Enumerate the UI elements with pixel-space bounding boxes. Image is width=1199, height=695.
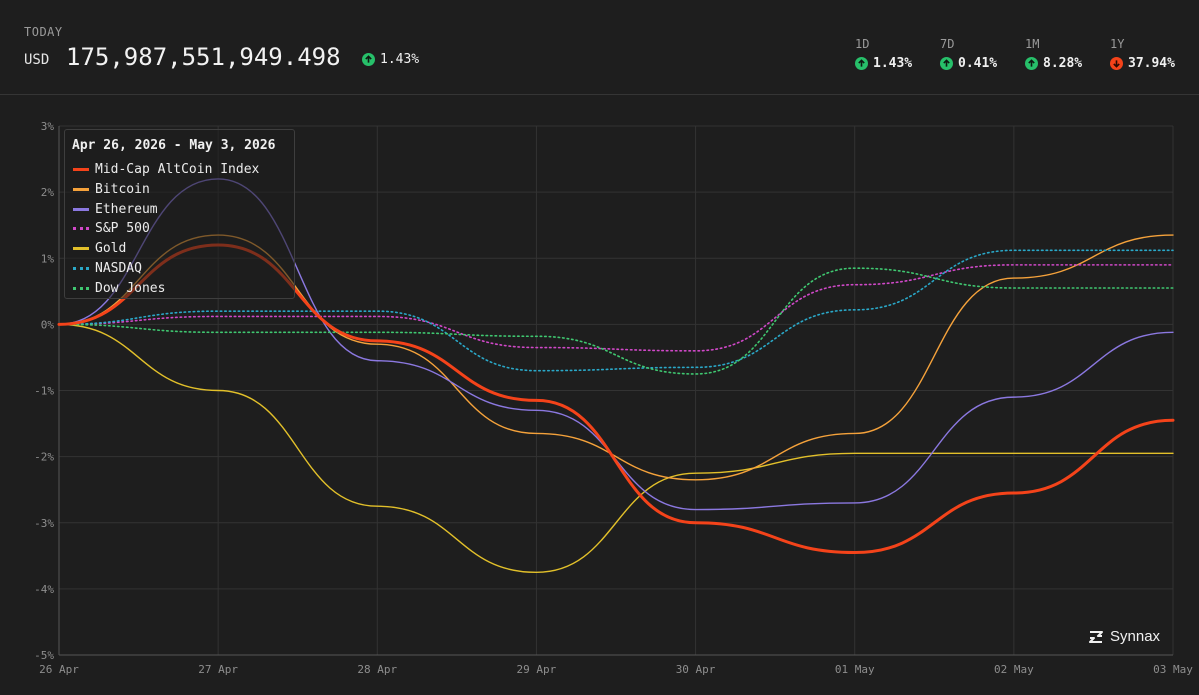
y-tick-label: -3%	[34, 517, 54, 530]
currency-label: USD	[24, 52, 50, 68]
legend-date-range: Apr 26, 2026 - May 3, 2026	[72, 138, 276, 153]
synnax-logo-icon	[1089, 630, 1103, 643]
arrow-up-icon	[940, 57, 953, 70]
logo-text: Synnax	[1110, 628, 1161, 645]
legend-item-sp500[interactable]: S&P 500	[73, 220, 150, 236]
period-1m[interactable]: 1M 8.28%	[1025, 37, 1082, 71]
legend-swatch	[73, 207, 89, 211]
y-tick-label: -5%	[34, 649, 54, 662]
legend-item-bitcoin[interactable]: Bitcoin	[73, 181, 150, 197]
legend-label: Mid-Cap AltCoin Index	[95, 161, 260, 177]
x-tick-label: 28 Apr	[357, 663, 397, 676]
summary-header: TODAY USD 175,987,551,949.498 1.43% 1D 1…	[0, 0, 1199, 95]
period-label: 1D	[855, 37, 870, 51]
period-value: 0.41%	[958, 56, 998, 71]
legend-label: NASDAQ	[95, 260, 142, 276]
legend-label: Dow Jones	[95, 280, 166, 296]
y-tick-label: 1%	[41, 252, 55, 265]
legend-swatch	[73, 226, 89, 230]
daily-change: 1.43%	[362, 52, 419, 67]
legend-swatch	[73, 246, 89, 250]
x-tick-label: 03 May	[1153, 663, 1193, 676]
series-line-gold	[58, 323, 1174, 574]
total-value: 175,987,551,949.498	[66, 43, 341, 71]
period-label: 7D	[940, 37, 955, 51]
y-tick-label: -4%	[34, 583, 54, 596]
y-tick-label: 0%	[41, 318, 55, 331]
legend-swatch	[73, 286, 89, 290]
legend-swatch	[73, 266, 89, 270]
y-tick-label: 2%	[41, 186, 55, 199]
x-tick-label: 30 Apr	[676, 663, 716, 676]
period-label: 1M	[1025, 37, 1040, 51]
x-tick-label: 29 Apr	[517, 663, 557, 676]
legend-swatch	[73, 167, 89, 171]
legend-label: Bitcoin	[95, 181, 150, 197]
line-chart[interactable]: 3% 2% 1% 0% -1% -2% -3% -4% -5%26 Apr 27 Apr 28 Ap…	[0, 95, 1199, 695]
x-tick-label: 26 Apr	[39, 663, 79, 676]
x-tick-label: 02 May	[994, 663, 1034, 676]
period-value: 1.43%	[873, 56, 913, 71]
period-1d[interactable]: 1D 1.43%	[855, 37, 912, 71]
legend-label: Gold	[95, 240, 127, 256]
x-tick-label: 27 Apr	[198, 663, 238, 676]
arrow-up-icon	[1025, 57, 1038, 70]
arrow-up-icon	[362, 53, 375, 66]
period-1y[interactable]: 1Y 37.94%	[1110, 37, 1175, 71]
today-label: TODAY	[24, 25, 63, 39]
legend-label: S&P 500	[95, 220, 150, 236]
series-line-nasdaq	[58, 249, 1174, 372]
series-line-dow-jones	[58, 267, 1174, 375]
legend-label: Ethereum	[95, 201, 158, 217]
period-value: 37.94%	[1128, 56, 1175, 71]
period-label: 1Y	[1110, 37, 1125, 51]
arrow-up-icon	[855, 57, 868, 70]
y-tick-label: -2%	[34, 451, 54, 464]
legend-item-dow-jones[interactable]: Dow Jones	[73, 280, 165, 296]
y-tick-label: -1%	[34, 385, 54, 398]
chart-legend: Apr 26, 2026 - May 3, 2026 Mid-Cap AltCo…	[64, 129, 295, 299]
period-value: 8.28%	[1043, 56, 1083, 71]
legend-item-nasdaq[interactable]: NASDAQ	[73, 260, 142, 276]
synnax-logo: Synnax	[1087, 628, 1160, 645]
series-line-s-p-500	[58, 264, 1174, 352]
legend-swatch	[73, 187, 89, 191]
arrow-down-icon	[1110, 57, 1123, 70]
period-7d[interactable]: 7D 0.41%	[940, 37, 997, 71]
x-tick-label: 01 May	[835, 663, 875, 676]
daily-change-value: 1.43%	[380, 52, 420, 67]
legend-item-gold[interactable]: Gold	[73, 240, 126, 256]
y-tick-label: 3%	[41, 120, 55, 133]
legend-item-ethereum[interactable]: Ethereum	[73, 201, 158, 217]
legend-item-mid-cap[interactable]: Mid-Cap AltCoin Index	[73, 161, 259, 177]
